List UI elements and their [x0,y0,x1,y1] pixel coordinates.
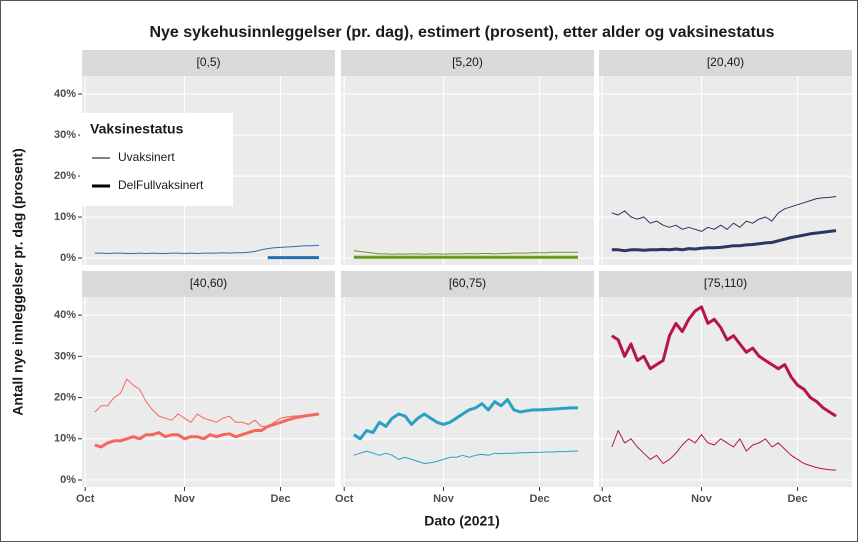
y-tick-label: 20% [54,170,76,182]
panel-background [341,297,594,487]
strip-label: [5,20) [452,55,483,69]
series-line [610,305,837,418]
x-tick-label: Dec [787,493,807,505]
legend-box [80,113,233,206]
panel-background [82,297,335,487]
series-line [611,430,837,471]
x-tick-label: Nov [691,493,713,505]
legend-label: DelFullvaksinert [118,178,204,192]
chart-title: Nye sykehusinnleggelser (pr. dag), estim… [149,24,774,41]
y-tick-label: 40% [54,309,76,321]
strip-label: [75,110) [704,276,747,290]
y-tick-label: 40% [54,88,76,100]
series-line [611,196,837,232]
x-tick-label: Nov [433,493,455,505]
series-line [352,398,578,441]
y-tick-label: 30% [54,129,76,141]
strip [599,271,852,297]
panels: [0,5) 0% 10% 20% 30% 40% [5,20) [20,40) [40,60) 0… [54,50,852,505]
strip [82,271,335,297]
strip-label: [0,5) [196,55,220,69]
x-axis-label: Dato (2021) [424,513,499,529]
series-line [353,450,578,464]
y-tick-label: 0% [60,474,76,486]
x-tick-label: Nov [174,493,196,505]
x-tick-label: Oct [593,493,612,505]
y-tick-label: 20% [54,391,76,403]
series-line [94,378,320,427]
x-tick-label: Dec [529,493,549,505]
series-line [94,244,320,254]
y-tick-label: 10% [54,211,76,223]
panel-background [599,76,852,265]
legend-label: Uvaksinert [118,150,175,164]
strip-label: [40,60) [190,276,227,290]
x-tick-label: Dec [270,493,290,505]
strip [599,50,852,76]
strip [341,271,594,297]
legend: Vaksinestatus Uvaksinert DelFullvaksiner… [80,113,233,206]
series-line [353,250,578,255]
legend-title: Vaksinestatus [90,121,184,137]
series-line [94,412,320,449]
strip-label: [60,75) [449,276,486,290]
x-tick-label: Oct [335,493,354,505]
x-tick-label: Oct [76,493,95,505]
strip [341,50,594,76]
y-tick-label: 10% [54,433,76,445]
y-tick-label: 0% [60,252,76,264]
series-line [611,229,837,253]
panel-background [599,297,852,487]
panel-background [341,76,594,265]
strip-label: [20,40) [707,55,744,69]
y-axis-label: Antall nye innleggelser pr. dag (prosent… [10,148,26,416]
y-tick-label: 30% [54,350,76,362]
strip [82,50,335,76]
